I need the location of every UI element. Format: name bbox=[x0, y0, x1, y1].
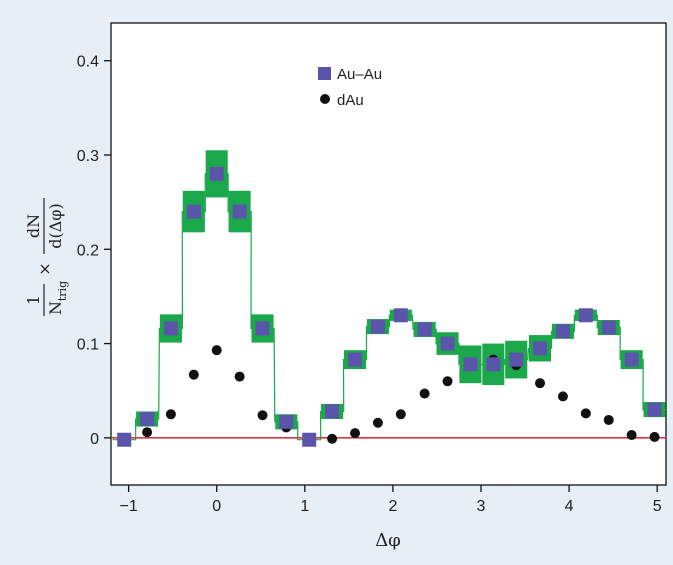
au-au-point-12 bbox=[393, 308, 408, 323]
au-au-point-13 bbox=[417, 322, 432, 337]
au-au-point-3 bbox=[186, 204, 201, 219]
y-tick-label-1: 0.1 bbox=[77, 337, 99, 354]
legend: Au–Au dAu bbox=[318, 66, 382, 109]
y-title-numerator-right: dN bbox=[24, 214, 43, 238]
au-au-point-2 bbox=[163, 321, 178, 336]
dau-point-11 bbox=[395, 409, 406, 420]
au-au-point-22 bbox=[624, 352, 639, 367]
dau-point-0 bbox=[142, 427, 153, 438]
legend-au-au-marker bbox=[318, 67, 331, 80]
au-au-point-17 bbox=[509, 352, 524, 367]
y-tick-label-2: 0.2 bbox=[77, 242, 99, 259]
x-tick-label-5: 4 bbox=[565, 498, 574, 515]
y-axis-title: 1 N trig × dN d(Δφ) bbox=[24, 198, 69, 316]
au-au-point-5 bbox=[232, 204, 247, 219]
plot-area bbox=[110, 22, 667, 486]
dau-point-19 bbox=[580, 408, 591, 419]
au-au-point-0 bbox=[117, 432, 132, 447]
dau-point-13 bbox=[442, 376, 453, 387]
au-au-point-20 bbox=[578, 308, 593, 323]
y-title-numerator-left: 1 bbox=[24, 295, 43, 305]
au-au-series bbox=[117, 166, 662, 447]
au-au-point-11 bbox=[370, 319, 385, 334]
au-au-point-8 bbox=[302, 432, 317, 447]
x-tick-label-0: −1 bbox=[119, 498, 137, 515]
dau-point-2 bbox=[188, 369, 199, 380]
y-tick-label-0: 0 bbox=[90, 431, 99, 448]
legend-dau-marker bbox=[320, 94, 330, 104]
dau-point-3 bbox=[211, 345, 222, 356]
au-au-step-line bbox=[112, 173, 667, 441]
legend-au-au-label: Au–Au bbox=[337, 66, 382, 83]
x-tick-label-4: 3 bbox=[477, 498, 486, 515]
x-tick-label-6: 5 bbox=[653, 498, 662, 515]
dau-point-8 bbox=[327, 433, 338, 444]
dau-point-22 bbox=[649, 431, 660, 442]
dau-point-12 bbox=[419, 388, 430, 399]
au-au-point-21 bbox=[601, 320, 616, 335]
dau-point-20 bbox=[603, 414, 614, 425]
au-au-point-19 bbox=[555, 324, 570, 339]
x-tick-label-1: 0 bbox=[212, 498, 221, 515]
au-au-point-9 bbox=[325, 404, 340, 419]
x-axis-ticks: −1 0 1 2 3 4 5 bbox=[119, 485, 662, 515]
dau-point-21 bbox=[626, 430, 637, 441]
y-axis-ticks: 0 0.1 0.2 0.3 0.4 bbox=[77, 54, 111, 448]
x-tick-label-3: 2 bbox=[388, 498, 397, 515]
x-tick-label-2: 1 bbox=[300, 498, 309, 515]
au-au-point-15 bbox=[463, 357, 478, 372]
au-au-point-14 bbox=[440, 336, 455, 351]
dau-point-17 bbox=[535, 378, 546, 389]
y-tick-label-3: 0.3 bbox=[77, 148, 99, 165]
au-au-point-1 bbox=[140, 412, 155, 426]
y-title-denominator-right: d(Δφ) bbox=[46, 203, 65, 248]
au-au-point-4 bbox=[209, 166, 224, 181]
y-title-denominator-sub: trig bbox=[56, 281, 69, 301]
x-axis-title: Δφ bbox=[375, 530, 401, 551]
au-au-point-7 bbox=[279, 414, 294, 429]
au-au-point-23 bbox=[647, 402, 662, 417]
dau-point-9 bbox=[350, 428, 361, 439]
y-tick-label-4: 0.4 bbox=[77, 54, 99, 71]
au-au-point-16 bbox=[486, 357, 501, 372]
y-title-denominator-left: N bbox=[46, 301, 65, 315]
y-title-times: × bbox=[35, 262, 54, 275]
au-au-point-6 bbox=[255, 321, 270, 336]
au-au-point-10 bbox=[348, 352, 363, 367]
au-au-point-18 bbox=[533, 341, 548, 356]
dau-point-5 bbox=[257, 410, 268, 421]
dau-point-1 bbox=[165, 409, 176, 420]
dau-point-18 bbox=[557, 391, 568, 402]
dau-point-10 bbox=[372, 417, 383, 428]
dau-point-4 bbox=[234, 371, 245, 382]
legend-dau-label: dAu bbox=[337, 92, 364, 109]
